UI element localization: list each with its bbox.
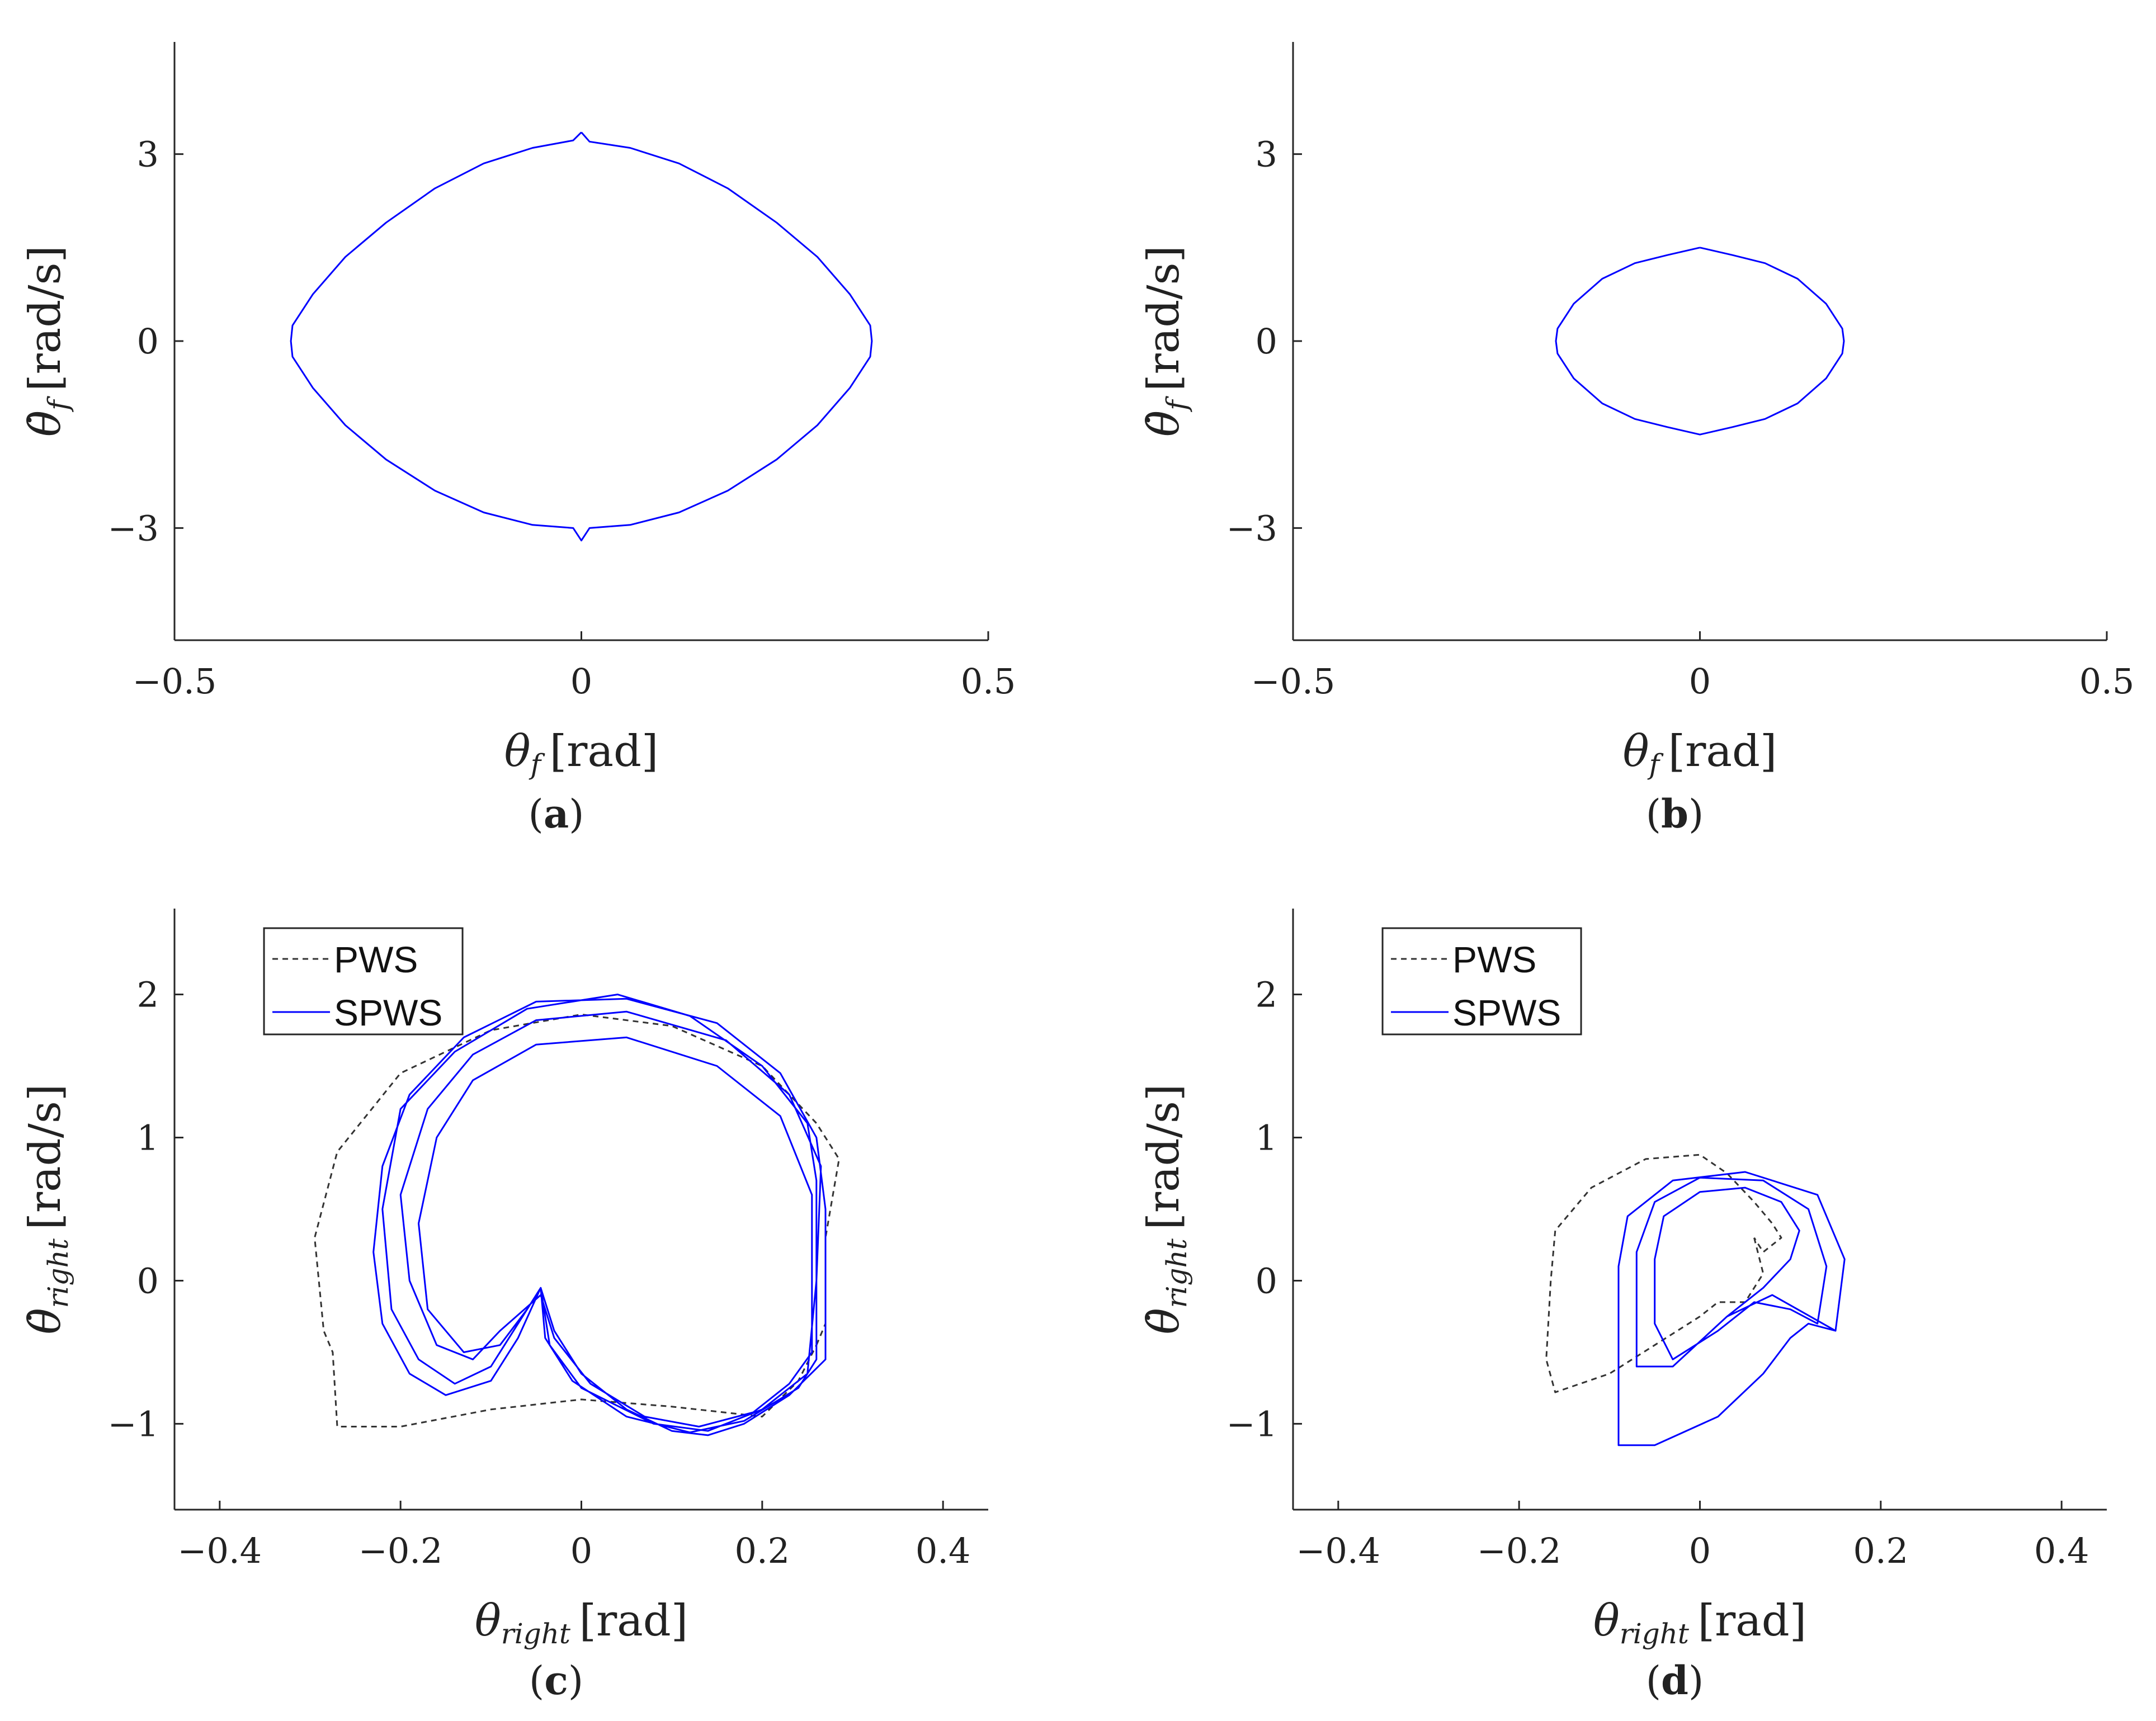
panel-d-x-axis-label: θright [rad]	[1593, 1596, 1806, 1650]
panel-d-x-tick-label: 0.2	[1853, 1530, 1909, 1571]
panel-b-y-tick-label: 3	[1256, 134, 1277, 175]
panel-a-caption: (a)	[529, 791, 584, 837]
panel-b-caption: (b)	[1646, 791, 1704, 837]
panel-d-y-tick-label: 1	[1256, 1118, 1277, 1159]
panel-d-y-tick-label: −1	[1226, 1403, 1277, 1444]
panel-c-x-tick-label: −0.4	[178, 1530, 262, 1571]
panel-b-y-tick-label: 0	[1256, 321, 1277, 362]
panel-b-y-tick-label: −3	[1226, 508, 1277, 549]
panel-a-axes	[173, 42, 988, 641]
panel-c-x-tick-label: 0	[570, 1530, 592, 1571]
panel-a-y-axis-label: θ̇f [rad/s]	[20, 245, 74, 437]
panel-c-x-tick-label: 0.4	[916, 1530, 971, 1571]
panel-b-x-tick-label: 0	[1689, 661, 1711, 702]
panel-c-x-axis-label: θright [rad]	[475, 1596, 688, 1650]
panel-d: −0.4 −0.2 0 0.2 0.4 −1 0 1 2 PWS SPWS θright [rad…	[1139, 909, 2107, 1704]
panel-c-y-tick-label: 2	[137, 975, 159, 1015]
panel-a-series-layer	[290, 131, 873, 542]
panel-a-y-tick-label: 0	[137, 321, 159, 362]
panel-b-x-tick-label: −0.5	[1251, 661, 1336, 702]
panel-c-series-spws	[372, 994, 827, 1436]
panel-c-y-tick-label: −1	[108, 1403, 159, 1444]
panel-c-legend-label-spws: SPWS	[334, 992, 442, 1033]
panel-d-x-tick-label: 0	[1689, 1530, 1711, 1571]
panel-d-x-tick-label: −0.4	[1296, 1530, 1381, 1571]
panel-a-x-tick-label: 0.5	[961, 661, 1016, 702]
panel-c-y-tick-label: 1	[137, 1118, 159, 1159]
panel-c-legend-label-pws: PWS	[334, 939, 418, 980]
panel-a-x-tick-label: −0.5	[133, 661, 217, 702]
panel-b-series-layer	[1555, 247, 1845, 436]
panel-d-x-tick-label: 0.4	[2034, 1530, 2089, 1571]
panel-a-series-limit-cycle	[290, 131, 873, 542]
panel-d-caption: (d)	[1646, 1657, 1704, 1704]
panel-c-series-layer	[314, 994, 840, 1436]
panel-b-x-axis-label: θf [rad]	[1623, 726, 1777, 781]
panel-d-legend: PWS SPWS	[1381, 927, 1582, 1036]
panel-a: −0.5 0 0.5 −3 0 3 θf [rad] θ̇f [rad/s] (a)	[20, 42, 1016, 837]
panel-c-y-axis-label: θ̇right [rad/s]	[20, 1084, 74, 1335]
panel-a-y-tick-label: −3	[108, 508, 159, 549]
panel-d-y-tick-label: 0	[1256, 1260, 1277, 1301]
panel-d-series-pws	[1545, 1153, 1782, 1393]
panel-b-axes	[1292, 42, 2107, 641]
panel-d-series-layer	[1545, 1153, 1846, 1446]
panel-a-ticks: −0.5 0 0.5 −3 0 3	[108, 134, 1016, 702]
panel-a-x-tick-label: 0	[570, 661, 592, 702]
panel-b-ticks: −0.5 0 0.5 −3 0 3	[1226, 134, 2135, 702]
panel-d-ticks: −0.4 −0.2 0 0.2 0.4 −1 0 1 2	[1226, 975, 2089, 1571]
panel-c-x-tick-label: 0.2	[735, 1530, 790, 1571]
panel-d-y-axis-label: θ̇right [rad/s]	[1139, 1084, 1193, 1335]
panel-b-x-tick-label: 0.5	[2079, 661, 2135, 702]
panel-b-y-axis-label: θ̇f [rad/s]	[1139, 245, 1193, 437]
panel-c-series-pws	[314, 1013, 840, 1427]
panel-a-y-tick-label: 3	[137, 134, 159, 175]
panel-c-legend: PWS SPWS	[263, 927, 464, 1036]
panel-d-x-tick-label: −0.2	[1477, 1530, 1561, 1571]
panel-c-caption: (c)	[529, 1657, 583, 1704]
panel-b-series-limit-cycle	[1555, 247, 1845, 436]
panel-b: −0.5 0 0.5 −3 0 3 θf [rad] θ̇f [rad/s] (b)	[1139, 42, 2134, 837]
panel-c-y-tick-label: 0	[137, 1260, 159, 1301]
panel-d-legend-label-spws: SPWS	[1452, 992, 1561, 1033]
panel-c-x-tick-label: −0.2	[358, 1530, 443, 1571]
panel-d-legend-box	[1381, 927, 1582, 1036]
panel-d-series-spws	[1617, 1171, 1846, 1446]
panel-d-legend-label-pws: PWS	[1452, 939, 1536, 980]
panel-d-y-tick-label: 2	[1256, 975, 1277, 1015]
panel-c: −0.4 −0.2 0 0.2 0.4 −1 0 1 2 PWS SPWS θright [rad…	[20, 909, 988, 1704]
panel-c-legend-box	[263, 927, 464, 1036]
panel-c-ticks: −0.4 −0.2 0 0.2 0.4 −1 0 1 2	[108, 975, 971, 1571]
panel-a-x-axis-label: θf [rad]	[504, 726, 659, 781]
